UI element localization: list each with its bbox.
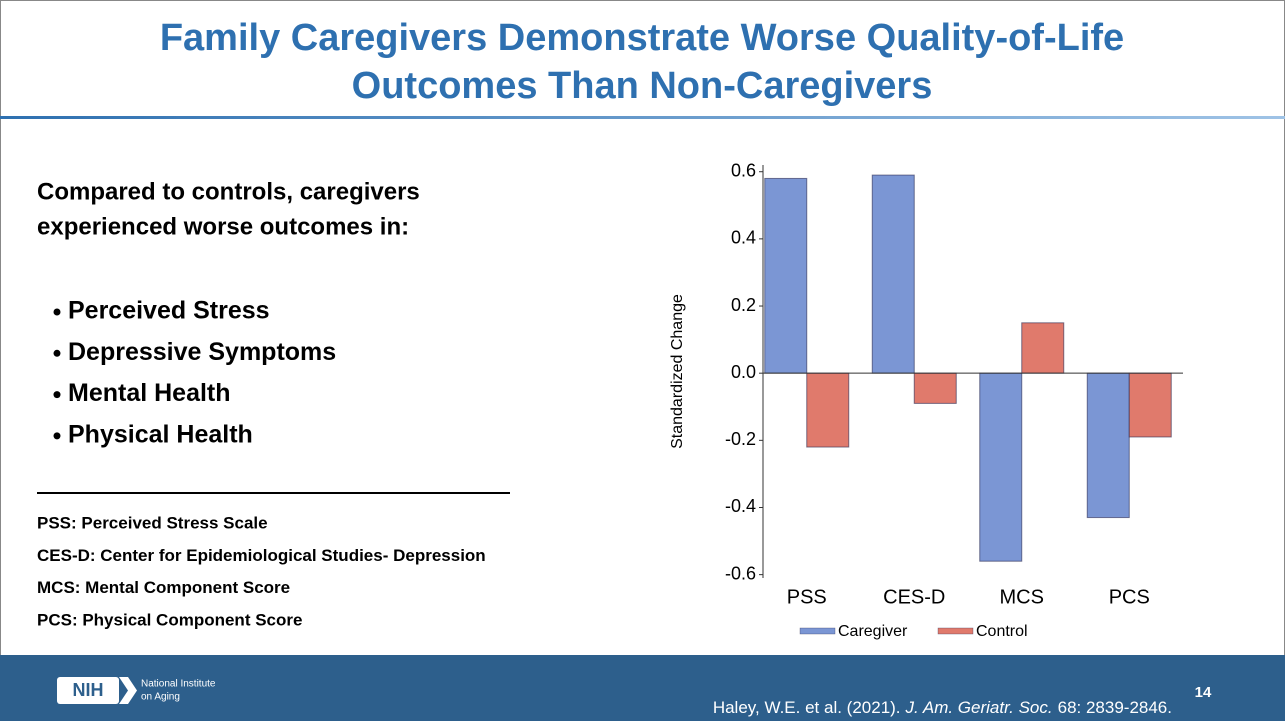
y-axis-label: Standardized Change [669,294,686,449]
bullet-dot [53,308,61,316]
legend-swatch [799,627,836,635]
footer-band [0,655,1285,721]
bar [806,372,850,448]
citation-journal: J. Am. Geriatr. Soc. [905,698,1053,717]
bullet-text: Physical Health [68,421,253,449]
citation-reference: 68: 2839-2846. [1058,698,1172,717]
bullet-text: Mental Health [68,379,231,407]
legend-label: Control [976,623,1028,640]
abbreviation: MCS: Mental Component Score [37,578,290,597]
bar [913,372,957,404]
logo-arrow [119,677,137,704]
abbreviation: PCS: Physical Component Score [37,610,302,629]
legend-swatch [937,627,974,635]
y-tick-label: 0.0 [731,362,756,382]
citation-authors: Haley, W.E. et al. (2021). [713,698,901,717]
x-tick-label: CES-D [883,586,945,608]
x-tick-label: PCS [1109,586,1150,608]
page-number: 14 [1195,684,1212,701]
bullet-dot [53,391,61,399]
bullet-text: Depressive Symptoms [68,338,336,366]
title-line: Outcomes Than Non-Caregivers [352,65,933,107]
y-tick-label: -0.4 [725,496,756,516]
institute-line: National Institute [141,679,216,690]
y-tick-label: -0.2 [725,429,756,449]
title-rule [0,116,1285,119]
title-line: Family Caregivers Demonstrate Worse Qual… [160,17,1124,59]
y-tick-label: -0.6 [725,563,756,583]
bullet-dot [53,432,61,440]
bar [979,372,1023,562]
bar [1128,372,1172,438]
abbreviation: CES-D: Center for Epidemiological Studie… [37,546,486,565]
abbreviation: PSS: Perceived Stress Scale [37,513,268,532]
bar [1086,372,1130,519]
y-tick-label: 0.4 [731,228,756,248]
bullet-text: Perceived Stress [68,297,270,325]
bar [764,177,808,374]
citation: Haley, W.E. et al. (2021). J. Am. Geriatr… [713,698,1172,717]
bullet-dot [53,349,61,357]
intro-line: experienced worse outcomes in: [37,213,409,240]
institute-line: on Aging [141,692,180,703]
intro-line: Compared to controls, caregivers [37,178,420,205]
logo-text: NIH [73,680,104,700]
bar [871,174,915,374]
legend-label: Caregiver [838,623,908,640]
bar [1021,322,1065,374]
x-tick-label: PSS [787,586,827,608]
y-tick-label: 0.2 [731,295,756,315]
y-tick-label: 0.6 [731,160,756,180]
logo-box [57,677,119,704]
x-tick-label: MCS [1000,586,1044,608]
